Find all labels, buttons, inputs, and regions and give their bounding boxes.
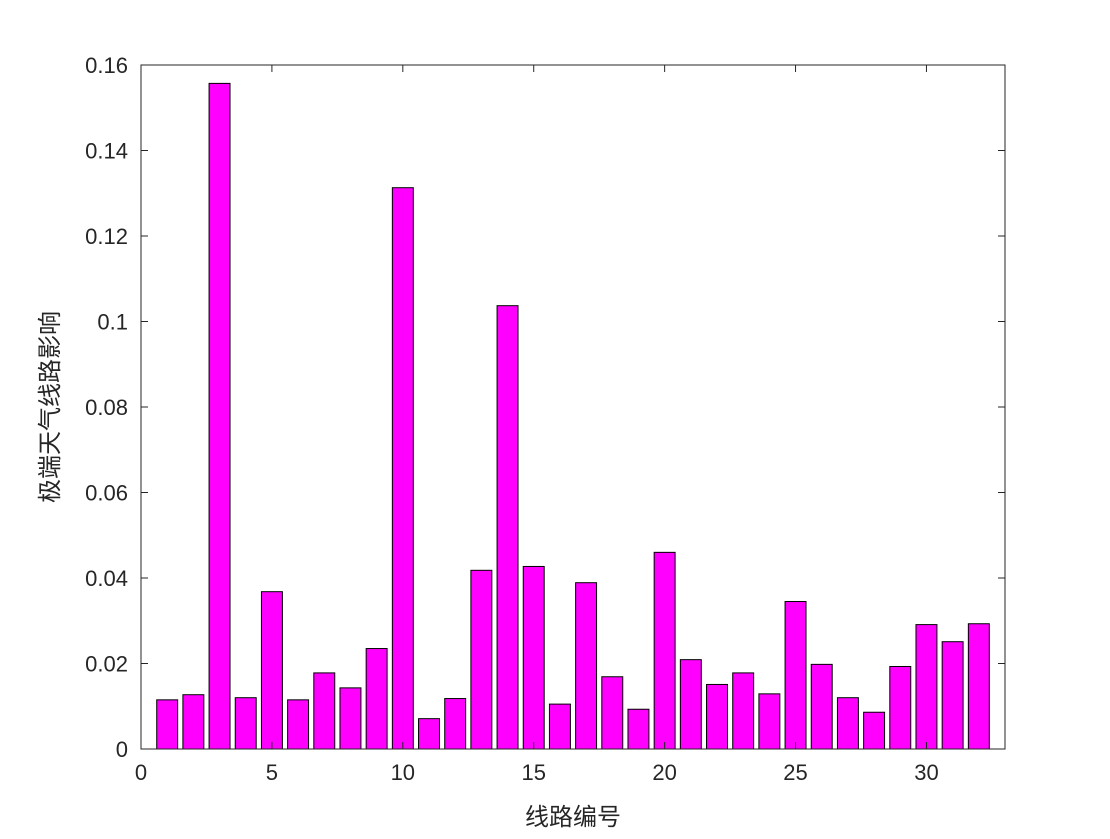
y-tick-label: 0.16 bbox=[85, 53, 128, 78]
bar-line-25 bbox=[784, 601, 807, 750]
bar-line-30 bbox=[915, 624, 938, 750]
bars-group bbox=[156, 82, 990, 750]
bar-line-13 bbox=[470, 569, 493, 750]
bar-line-31 bbox=[941, 641, 964, 750]
x-tick-label: 0 bbox=[135, 760, 147, 785]
x-tick-label: 25 bbox=[783, 760, 807, 785]
bar-line-17 bbox=[575, 582, 598, 750]
bar-line-28 bbox=[863, 711, 886, 750]
bar-line-14 bbox=[496, 305, 519, 750]
bar-line-9 bbox=[365, 648, 388, 750]
x-tick-label: 5 bbox=[266, 760, 278, 785]
bar-line-20 bbox=[653, 551, 676, 750]
bar-line-22 bbox=[706, 683, 728, 750]
x-tick-label: 10 bbox=[391, 760, 415, 785]
bar-line-10 bbox=[391, 187, 414, 750]
x-tick-label: 20 bbox=[652, 760, 676, 785]
bar-line-21 bbox=[679, 659, 702, 750]
y-tick-label: 0.02 bbox=[85, 652, 128, 677]
bar-line-32 bbox=[967, 623, 990, 750]
y-axis-title: 极端天气线路影响 bbox=[36, 311, 64, 503]
bar-line-1 bbox=[156, 699, 179, 750]
bar-line-11 bbox=[418, 718, 440, 750]
bar-line-4 bbox=[234, 697, 257, 750]
bar-line-5 bbox=[260, 591, 283, 750]
bar-line-8 bbox=[339, 687, 362, 750]
y-tick-label: 0.08 bbox=[85, 395, 128, 420]
y-tick-label: 0.06 bbox=[85, 481, 128, 506]
y-tick-label: 0.12 bbox=[85, 224, 128, 249]
y-tick-label: 0.04 bbox=[85, 566, 128, 591]
x-tick-label: 15 bbox=[521, 760, 545, 785]
bar-line-29 bbox=[889, 665, 912, 750]
y-tick-label: 0.1 bbox=[97, 310, 128, 335]
bar-line-2 bbox=[182, 694, 205, 750]
bar-line-6 bbox=[287, 699, 310, 750]
bar-line-27 bbox=[836, 697, 859, 750]
bar-line-18 bbox=[601, 676, 624, 750]
bar-line-24 bbox=[758, 693, 781, 750]
ticks-group: 0 5 10 15 20 25 30 0 0.02 0.04 0.06 0.08 0.1 0.12 0.14… bbox=[85, 53, 1005, 785]
plot-area-frame bbox=[140, 64, 1006, 750]
bar-line-15 bbox=[522, 565, 545, 750]
y-tick-label: 0.14 bbox=[85, 139, 128, 164]
x-axis-title: 线路编号 bbox=[525, 803, 621, 831]
y-tick-label: 0 bbox=[116, 737, 128, 762]
x-tick-label: 30 bbox=[914, 760, 938, 785]
bar-line-19 bbox=[627, 708, 650, 750]
bar-line-7 bbox=[313, 672, 336, 750]
bar-line-26 bbox=[810, 663, 833, 750]
bar-line-3 bbox=[208, 82, 231, 750]
bar-line-12 bbox=[444, 698, 467, 750]
bar-line-23 bbox=[732, 672, 755, 750]
bar-line-16 bbox=[548, 703, 571, 750]
